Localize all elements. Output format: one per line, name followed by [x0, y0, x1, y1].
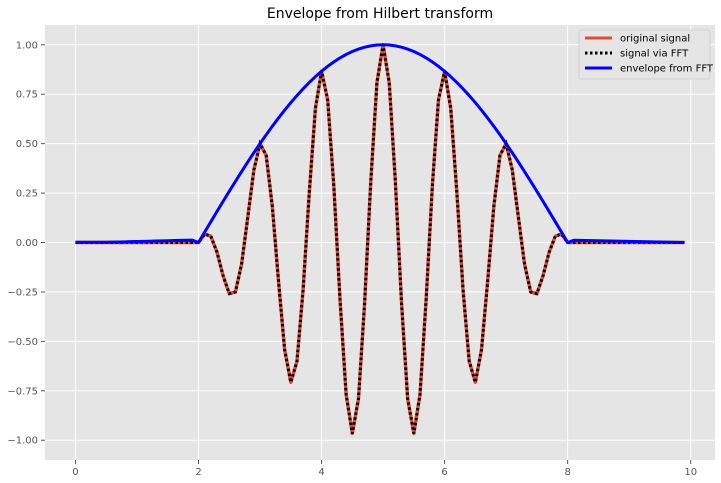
y-tick-label: −0.25: [7, 287, 38, 298]
y-tick-label: 0.25: [16, 189, 38, 200]
x-tick-label: 6: [441, 467, 447, 478]
y-tick-label: 0.50: [16, 139, 38, 150]
y-axis: −1.00 −0.75 −0.50 −0.25 0.00 0.25 0.50 0.75 1.00: [7, 40, 45, 447]
x-tick-label: 4: [318, 467, 324, 478]
series-lines: [75, 43, 685, 436]
x-tick-label: 0: [72, 467, 78, 478]
legend-label: envelope from FFT: [620, 64, 714, 75]
y-tick-label: 0.00: [16, 238, 38, 249]
y-tick-label: −1.00: [7, 436, 38, 447]
x-tick-label: 8: [564, 467, 570, 478]
y-tick-label: −0.75: [7, 386, 38, 397]
legend: original signal signal via FFT envelope fr…: [578, 29, 714, 80]
series-signal-via-fft: [75, 44, 685, 434]
y-tick-label: 0.75: [16, 90, 38, 101]
y-tick-label: 1.00: [16, 40, 38, 51]
series-envelope-from-fft: [75, 43, 685, 244]
y-tick-label: −0.50: [7, 337, 38, 348]
x-tick-label: 10: [684, 467, 697, 478]
x-tick-label: 2: [195, 467, 201, 478]
chart-title: Envelope from Hilbert transform: [267, 6, 493, 22]
x-axis: 0 2 4 6 8 10: [72, 460, 697, 478]
legend-label: original signal: [620, 34, 690, 45]
legend-label: signal via FFT: [620, 49, 689, 60]
